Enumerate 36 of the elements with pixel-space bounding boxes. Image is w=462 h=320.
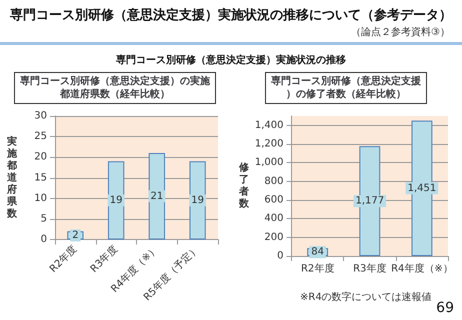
x-tick-label: R4年度（※） bbox=[391, 262, 453, 274]
x-tick-label: R2年度 bbox=[47, 242, 80, 275]
chart-title: 専門コース別研修（意思決定支援）の修了者数（経年比較） bbox=[270, 75, 422, 100]
y-tick-label: 1,200 bbox=[254, 138, 284, 150]
text: ※R4の数字については速報値 bbox=[300, 292, 432, 303]
y-tick-label: 25 bbox=[34, 131, 47, 142]
y-tick-label: 5 bbox=[40, 213, 47, 224]
y-tick-label: 200 bbox=[264, 232, 284, 243]
data-label: 1,451 bbox=[408, 182, 436, 194]
y-tick-label: 30 bbox=[34, 110, 47, 122]
y-tick-label: 10 bbox=[34, 192, 47, 204]
text: （論点２参考資料③） bbox=[351, 27, 450, 38]
y-tick-label: 600 bbox=[264, 194, 284, 206]
data-label: 21 bbox=[150, 190, 164, 202]
y-tick-label: 15 bbox=[34, 172, 47, 184]
bar bbox=[148, 153, 166, 240]
data-label: 2 bbox=[72, 230, 79, 241]
text: 69 bbox=[436, 300, 454, 316]
y-tick-label: 20 bbox=[34, 152, 47, 163]
y-tick-label: 1,000 bbox=[254, 157, 284, 168]
text: 専門コース別研修（意思決定支援）実施状況の推移 bbox=[116, 55, 346, 66]
text: 専門コース別研修（意思決定支援）実施状況の推移について（参考データ） bbox=[10, 8, 452, 23]
x-tick-label: R3年度 bbox=[353, 262, 386, 274]
y-tick-label: 800 bbox=[264, 176, 284, 187]
y-axis-title: 実施都道府県数 bbox=[6, 135, 18, 220]
data-label: 1,177 bbox=[355, 196, 384, 207]
chart-title: 専門コース別研修（意思決定支援）の実施都道府県数（経年比較） bbox=[19, 75, 211, 100]
x-tick-label: R2年度 bbox=[300, 262, 334, 274]
x-tick-label: R3年度 bbox=[88, 242, 120, 275]
data-label: 19 bbox=[191, 194, 204, 206]
y-tick-label: 0 bbox=[40, 234, 47, 246]
y-tick-label: 1,400 bbox=[254, 120, 284, 131]
data-label: 19 bbox=[110, 194, 122, 206]
y-tick-label: 0 bbox=[277, 250, 284, 262]
y-axis-title: 修了者数 bbox=[238, 162, 250, 210]
y-tick-label: 400 bbox=[264, 213, 284, 224]
